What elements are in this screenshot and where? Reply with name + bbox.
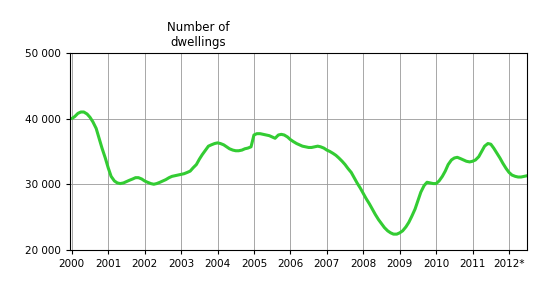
Text: Number of
dwellings: Number of dwellings bbox=[167, 21, 229, 49]
